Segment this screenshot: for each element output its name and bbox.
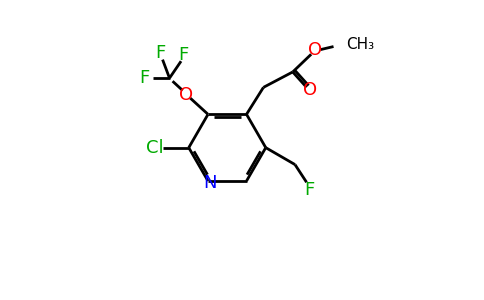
Text: O: O xyxy=(180,86,194,104)
Text: F: F xyxy=(155,44,166,62)
Text: N: N xyxy=(203,173,216,191)
Text: Cl: Cl xyxy=(146,139,164,157)
Text: F: F xyxy=(140,69,150,87)
Text: F: F xyxy=(304,181,314,199)
Text: O: O xyxy=(302,81,317,99)
Text: O: O xyxy=(308,41,322,59)
Text: F: F xyxy=(178,46,188,64)
Text: CH₃: CH₃ xyxy=(347,37,375,52)
